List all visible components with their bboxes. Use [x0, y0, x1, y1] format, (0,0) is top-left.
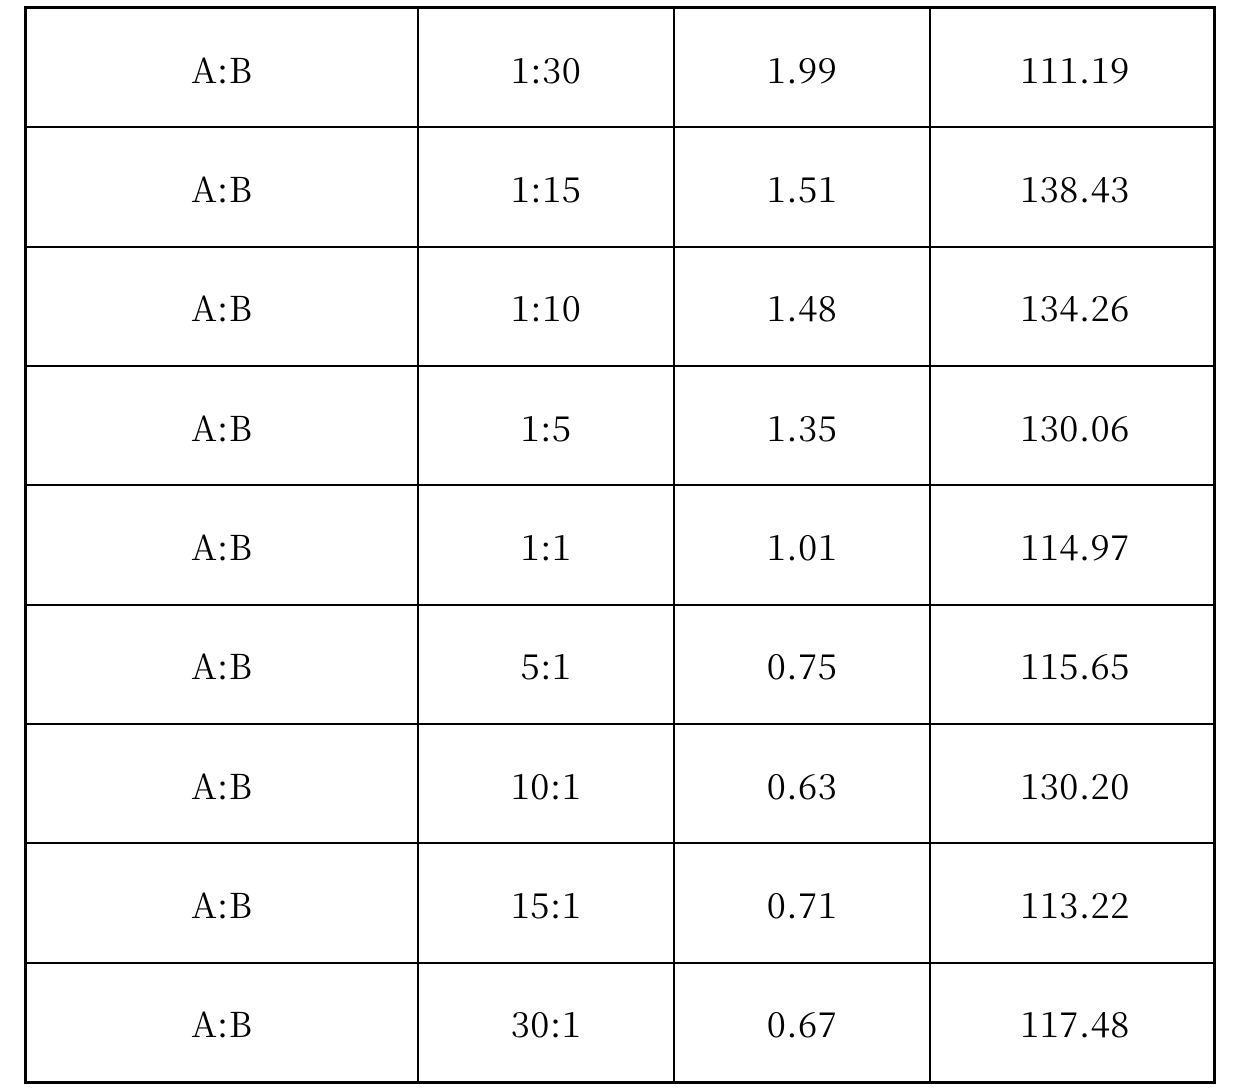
table-row: A:B30:10.67117.48 — [27, 962, 1213, 1081]
table-row: A:B1:11.01114.97 — [27, 484, 1213, 603]
table-row: A:B1:151.51138.43 — [27, 126, 1213, 245]
table-cell: 134.26 — [929, 248, 1219, 365]
table-cell: 1:5 — [417, 367, 673, 484]
table-cell: A:B — [27, 248, 417, 365]
table-cell: 1:30 — [417, 9, 673, 126]
table-cell: 1.99 — [673, 9, 929, 126]
table-cell: A:B — [27, 367, 417, 484]
table-cell: 15:1 — [417, 844, 673, 961]
table-cell: A:B — [27, 725, 417, 842]
table-cell: 111.19 — [929, 9, 1219, 126]
table-cell: 1:10 — [417, 248, 673, 365]
table-cell: A:B — [27, 606, 417, 723]
table-cell: 0.71 — [673, 844, 929, 961]
table-cell: A:B — [27, 9, 417, 126]
table-cell: 0.75 — [673, 606, 929, 723]
table-cell: 115.65 — [929, 606, 1219, 723]
table-cell: 10:1 — [417, 725, 673, 842]
table-cell: 130.20 — [929, 725, 1219, 842]
table-cell: 114.97 — [929, 486, 1219, 603]
table-cell: A:B — [27, 128, 417, 245]
table-row: A:B5:10.75115.65 — [27, 604, 1213, 723]
table-row: A:B10:10.63130.20 — [27, 723, 1213, 842]
table-cell: 130.06 — [929, 367, 1219, 484]
table-cell: 1:15 — [417, 128, 673, 245]
table-row: A:B1:301.99111.19 — [27, 9, 1213, 126]
table-cell: A:B — [27, 844, 417, 961]
table-cell: 138.43 — [929, 128, 1219, 245]
table-cell: 30:1 — [417, 964, 673, 1081]
table-cell: 117.48 — [929, 964, 1219, 1081]
table-cell: 0.67 — [673, 964, 929, 1081]
table-cell: 1.01 — [673, 486, 929, 603]
data-table: A:B1:301.99111.19A:B1:151.51138.43A:B1:1… — [24, 6, 1216, 1084]
table-row: A:B15:10.71113.22 — [27, 842, 1213, 961]
table-row: A:B1:101.48134.26 — [27, 246, 1213, 365]
table-cell: 0.63 — [673, 725, 929, 842]
table-row: A:B1:51.35130.06 — [27, 365, 1213, 484]
table-cell: 5:1 — [417, 606, 673, 723]
table-cell: A:B — [27, 486, 417, 603]
table-cell: 1.35 — [673, 367, 929, 484]
table-cell: A:B — [27, 964, 417, 1081]
table-cell: 1.51 — [673, 128, 929, 245]
table-cell: 1:1 — [417, 486, 673, 603]
table-cell: 1.48 — [673, 248, 929, 365]
table-cell: 113.22 — [929, 844, 1219, 961]
